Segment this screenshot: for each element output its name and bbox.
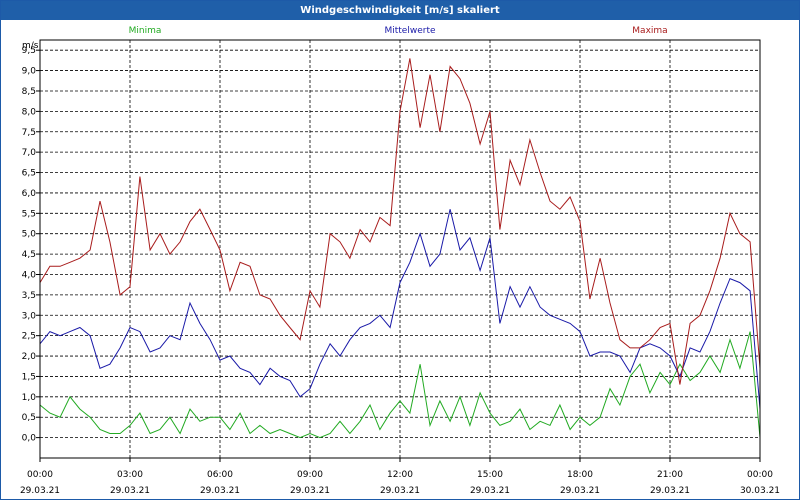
y-tick-label: 1,0: [22, 393, 37, 403]
x-tick-time: 12:00: [387, 470, 413, 480]
x-tick-date: 29.03.21: [20, 486, 60, 496]
y-tick-label: 0,0: [22, 434, 37, 444]
x-tick-time: 00:00: [27, 470, 53, 480]
series-line-maxima: [39, 58, 761, 385]
y-tick-label: 2,0: [22, 352, 37, 362]
x-tick-date: 29.03.21: [380, 486, 420, 496]
y-tick-labels: 0,0 0,5 1,0 1,5 2,0 2,5 3,0 3,5 4,0 4,5 5,0 5,5 6,0 6…: [22, 46, 37, 443]
y-tick-label: 7,0: [22, 148, 37, 158]
y-tick-label: 8,5: [22, 87, 36, 97]
x-tick-time: 15:00: [477, 470, 503, 480]
y-tick-label: 3,0: [22, 311, 37, 321]
y-tick-label: 7,5: [22, 128, 36, 138]
y-tick-label: 4,5: [22, 250, 36, 260]
series-line-mittelwerte: [39, 209, 761, 410]
chart-title: Windgeschwindigkeit [m/s] skaliert: [1, 1, 799, 20]
x-tick-time: 18:00: [567, 470, 593, 480]
y-tick-label: 8,0: [22, 107, 37, 117]
series-line-minima: [39, 331, 761, 439]
grid: [36, 40, 761, 462]
x-tick-date: 29.03.21: [200, 486, 240, 496]
x-tick-date: 29.03.21: [110, 486, 150, 496]
legend-maxima: Maxima: [632, 26, 667, 36]
x-tick-time: 00:00: [747, 470, 773, 480]
y-tick-label: 6,5: [22, 169, 36, 179]
x-tick-time: 21:00: [657, 470, 683, 480]
x-tick-time: 03:00: [117, 470, 143, 480]
y-tick-label: 5,5: [22, 209, 36, 219]
y-tick-label: 9,5: [22, 46, 36, 56]
x-tick-time: 09:00: [297, 470, 323, 480]
y-tick-label: 3,5: [22, 291, 36, 301]
legend: Minima Mittelwerte Maxima: [129, 26, 668, 36]
x-tick-date: 29.03.21: [650, 486, 690, 496]
legend-mittelwerte: Mittelwerte: [384, 26, 435, 36]
y-tick-label: 6,0: [22, 189, 37, 199]
y-tick-label: 0,5: [22, 413, 36, 423]
x-tick-date: 29.03.21: [560, 486, 600, 496]
y-tick-label: 2,5: [22, 332, 36, 342]
series-lines: [39, 58, 761, 439]
y-tick-label: 4,0: [22, 270, 37, 280]
y-tick-label: 5,0: [22, 230, 37, 240]
x-tick-date: 29.03.21: [470, 486, 510, 496]
y-tick-label: 9,0: [22, 67, 37, 77]
plot-border: [39, 39, 761, 459]
x-tick-date: 30.03.21: [740, 486, 780, 496]
legend-minima: Minima: [129, 26, 162, 36]
x-tick-time: 06:00: [207, 470, 233, 480]
y-tick-label: 1,5: [22, 372, 36, 382]
x-tick-date: 29.03.21: [290, 486, 330, 496]
x-tick-labels: 00:00 29.03.21 03:00 29.03.21 06:00 29.03.21 0…: [20, 470, 780, 496]
y-axis-unit: m/s: [22, 41, 39, 51]
